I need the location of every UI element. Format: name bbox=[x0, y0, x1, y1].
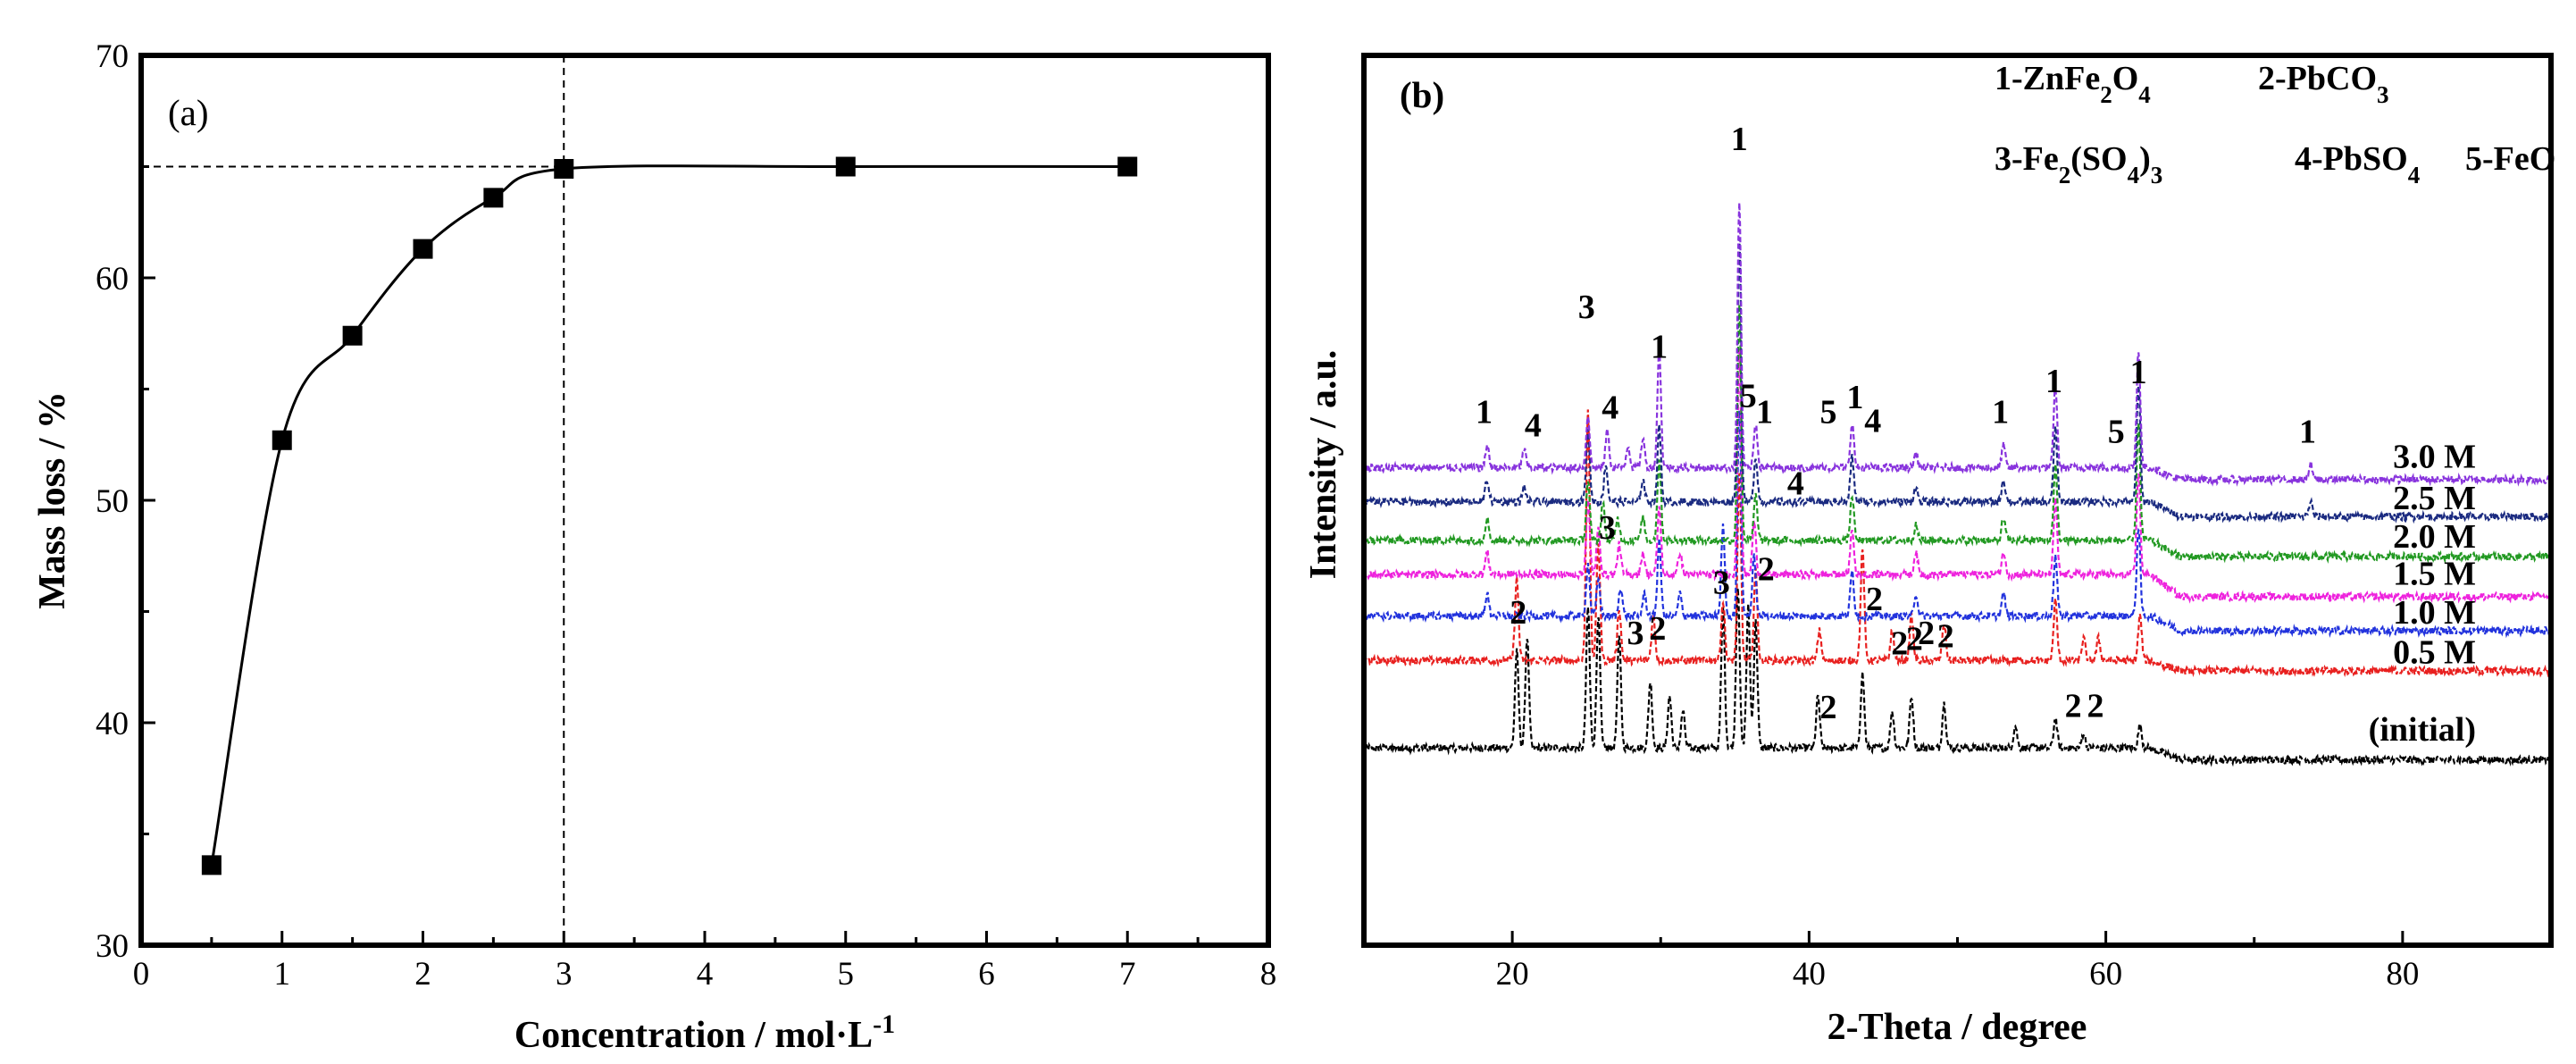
panel-b-axis-ticks: 20 40 60 80 bbox=[1496, 931, 2553, 993]
series-label: 2.0 M bbox=[2393, 518, 2476, 556]
peak-label: 2 bbox=[1510, 594, 1526, 632]
y-tick-label: 40 bbox=[96, 706, 129, 742]
x-tick-label: 7 bbox=[1119, 956, 1136, 993]
x-tick-label: 8 bbox=[1260, 956, 1277, 993]
peak-label: 3 bbox=[1627, 615, 1644, 652]
data-point bbox=[201, 855, 222, 875]
panel-a-y-axis-label: Mass loss / % bbox=[32, 391, 73, 609]
panel-b-phase-legend: 1-ZnFe2O4 2-PbCO3 3-Fe2(SO4)3 4-PbSO4 5-FeO bbox=[1995, 60, 2555, 189]
data-point bbox=[413, 239, 433, 259]
xrd-pattern bbox=[1362, 202, 2552, 487]
xrd-pattern bbox=[1363, 304, 2553, 565]
panel-a-label: (a) bbox=[168, 92, 209, 133]
legend-entry: 5-FeO bbox=[2465, 140, 2555, 178]
peak-label: 2 bbox=[1906, 621, 1923, 658]
peak-label: 1 bbox=[1846, 379, 1863, 416]
peak-label: 4 bbox=[1602, 390, 1618, 427]
peak-label: 2 bbox=[1758, 551, 1775, 589]
panel-b-plot-area bbox=[1362, 202, 2553, 767]
peak-label: 2 bbox=[2087, 687, 2103, 725]
panel-b-series-labels: 3.0 M 2.5 M2.0 M1.5 M1.0 M0.5 M (initial) bbox=[2369, 438, 2476, 748]
data-point bbox=[342, 325, 363, 346]
panel-b-label: (b) bbox=[1400, 74, 1444, 115]
x-tick-label: 5 bbox=[838, 956, 855, 993]
y-tick-label: 50 bbox=[96, 483, 129, 520]
peak-label: 1 bbox=[2299, 413, 2316, 450]
peak-label: 1 bbox=[1651, 329, 1668, 366]
peak-label: 2 bbox=[1649, 610, 1666, 648]
x-tick-label: 60 bbox=[2089, 956, 2122, 993]
peak-label: 1 bbox=[1756, 394, 1773, 431]
panel-b-y-axis-label: Intensity / a.u. bbox=[1303, 350, 1344, 580]
xrd-pattern bbox=[1363, 409, 2553, 679]
xrd-pattern bbox=[1363, 348, 2553, 604]
peak-label: 2 bbox=[1819, 689, 1836, 726]
x-tick-label: 0 bbox=[133, 956, 150, 993]
data-point bbox=[835, 156, 856, 177]
x-tick-label: 1 bbox=[274, 956, 291, 993]
xrd-pattern bbox=[1362, 410, 2552, 639]
series-label: 3.0 M bbox=[2393, 438, 2476, 475]
peak-label: 3 bbox=[1599, 509, 1616, 547]
xrd-pattern bbox=[1363, 238, 2553, 524]
series-label: 2.5 M bbox=[2393, 480, 2476, 517]
panel-a-plot-area bbox=[141, 55, 1138, 945]
peak-label: 3 bbox=[1713, 565, 1730, 602]
peak-label: 4 bbox=[1864, 403, 1881, 440]
series-label: (initial) bbox=[2369, 711, 2476, 749]
data-point bbox=[554, 158, 574, 179]
peak-label: 1 bbox=[2045, 363, 2062, 400]
panel-a-axis-ticks: 0 1 2 3 4 5 6 7 8 30 40 50 60 70 bbox=[96, 38, 1276, 993]
panel-a-frame bbox=[138, 53, 1271, 948]
peak-label: 2 bbox=[1891, 625, 1908, 663]
peak-label: 1 bbox=[1992, 394, 2009, 431]
legend-entry: 4-PbSO4 bbox=[2295, 140, 2420, 189]
peak-label: 5 bbox=[2108, 413, 2125, 450]
data-point bbox=[272, 430, 292, 450]
x-tick-label: 4 bbox=[697, 956, 714, 993]
series-label: 1.0 M bbox=[2393, 594, 2476, 632]
x-tick-label: 6 bbox=[978, 956, 995, 993]
peak-label: 2 bbox=[1937, 617, 1954, 655]
data-point bbox=[483, 188, 504, 208]
panel-a-mass-loss-chart: 0 1 2 3 4 5 6 7 8 30 40 50 60 70 (a) Concentration / … bbox=[32, 38, 1276, 1056]
y-tick-label: 30 bbox=[96, 928, 129, 965]
data-point bbox=[1117, 156, 1138, 177]
legend-entry: 2-PbCO3 bbox=[2258, 60, 2389, 108]
y-tick-label: 60 bbox=[96, 261, 129, 297]
x-tick-label: 40 bbox=[1793, 956, 1826, 993]
legend-entry: 3-Fe2(SO4)3 bbox=[1995, 140, 2162, 189]
panel-b-x-axis-label: 2-Theta / degree bbox=[1827, 1007, 2087, 1048]
xrd-pattern bbox=[1362, 588, 2553, 767]
peak-label: 1 bbox=[1476, 394, 1493, 431]
x-tick-label: 20 bbox=[1496, 956, 1529, 993]
panel-a-x-axis-label: Concentration / mol·L-1 bbox=[514, 1010, 895, 1057]
peak-label: 1 bbox=[1731, 121, 1748, 158]
peak-label: 2 bbox=[1918, 615, 1935, 652]
series-label: 1.5 M bbox=[2393, 556, 2476, 593]
peak-label: 5 bbox=[1740, 377, 1757, 415]
peak-label: 2 bbox=[1866, 581, 1883, 618]
peak-label: 4 bbox=[1525, 407, 1542, 445]
peak-label: 3 bbox=[1578, 289, 1595, 326]
peak-label: 2 bbox=[2065, 687, 2082, 725]
peak-label: 4 bbox=[1787, 465, 1804, 502]
peak-label: 5 bbox=[1819, 394, 1836, 431]
x-tick-label: 3 bbox=[556, 956, 573, 993]
x-tick-label: 80 bbox=[2386, 956, 2419, 993]
series-label: 0.5 M bbox=[2393, 634, 2476, 672]
legend-entry: 1-ZnFe2O4 bbox=[1995, 60, 2151, 108]
fit-curve bbox=[210, 164, 1128, 866]
peak-label: 1 bbox=[2130, 354, 2147, 391]
y-tick-label: 70 bbox=[96, 38, 129, 75]
x-tick-label: 2 bbox=[414, 956, 431, 993]
